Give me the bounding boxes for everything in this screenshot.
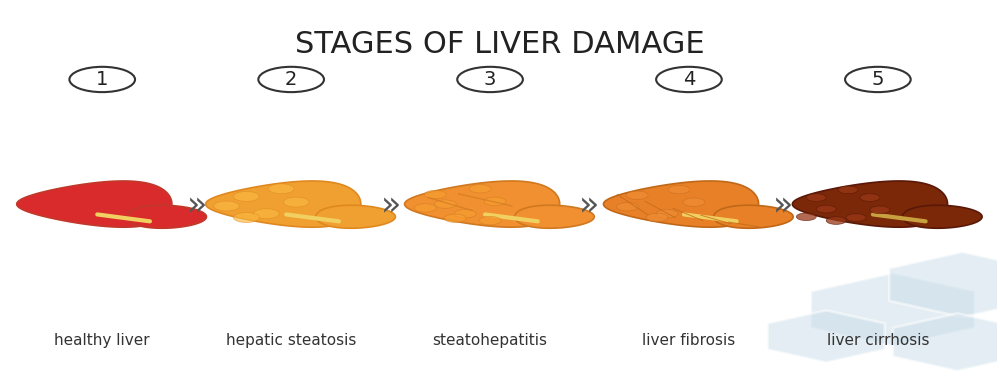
Text: »: » bbox=[773, 189, 794, 223]
Circle shape bbox=[656, 209, 678, 218]
Polygon shape bbox=[316, 205, 395, 228]
Circle shape bbox=[816, 205, 836, 213]
Circle shape bbox=[484, 197, 506, 206]
Polygon shape bbox=[405, 181, 560, 227]
Circle shape bbox=[283, 197, 309, 207]
Text: healthy liver: healthy liver bbox=[54, 333, 150, 348]
Circle shape bbox=[838, 186, 858, 194]
Circle shape bbox=[479, 216, 501, 225]
Polygon shape bbox=[893, 314, 1000, 371]
Text: liver fibrosis: liver fibrosis bbox=[642, 333, 736, 348]
Polygon shape bbox=[17, 181, 172, 227]
Text: 4: 4 bbox=[683, 70, 695, 89]
Polygon shape bbox=[811, 273, 975, 346]
Circle shape bbox=[268, 184, 294, 194]
Polygon shape bbox=[206, 181, 361, 227]
Text: »: » bbox=[579, 189, 600, 223]
Circle shape bbox=[806, 194, 826, 202]
Circle shape bbox=[233, 212, 259, 223]
Polygon shape bbox=[714, 205, 793, 228]
Text: STAGES OF LIVER DAMAGE: STAGES OF LIVER DAMAGE bbox=[295, 30, 705, 59]
Text: 3: 3 bbox=[484, 70, 496, 89]
Circle shape bbox=[214, 201, 239, 211]
Polygon shape bbox=[127, 205, 206, 228]
Circle shape bbox=[616, 203, 638, 211]
Text: 2: 2 bbox=[285, 70, 297, 89]
Circle shape bbox=[444, 214, 466, 223]
Circle shape bbox=[69, 67, 135, 92]
Polygon shape bbox=[603, 181, 759, 227]
Text: steatohepatitis: steatohepatitis bbox=[433, 333, 548, 348]
Circle shape bbox=[424, 190, 446, 199]
Circle shape bbox=[454, 209, 476, 218]
Circle shape bbox=[796, 213, 816, 221]
Circle shape bbox=[646, 213, 668, 222]
Text: hepatic steatosis: hepatic steatosis bbox=[226, 333, 356, 348]
Circle shape bbox=[469, 184, 491, 193]
Circle shape bbox=[233, 191, 259, 202]
Text: 5: 5 bbox=[872, 70, 884, 89]
Polygon shape bbox=[903, 205, 982, 228]
Circle shape bbox=[626, 191, 648, 200]
Polygon shape bbox=[515, 205, 594, 228]
Circle shape bbox=[846, 214, 866, 221]
Circle shape bbox=[683, 198, 705, 207]
Text: liver cirrhosis: liver cirrhosis bbox=[827, 333, 929, 348]
Text: »: » bbox=[380, 189, 401, 223]
Circle shape bbox=[434, 200, 456, 208]
Text: »: » bbox=[187, 189, 207, 223]
Circle shape bbox=[668, 185, 690, 194]
Polygon shape bbox=[768, 310, 885, 363]
Circle shape bbox=[253, 209, 279, 219]
Polygon shape bbox=[792, 181, 948, 227]
Circle shape bbox=[870, 206, 890, 214]
Circle shape bbox=[826, 217, 846, 224]
Text: 1: 1 bbox=[96, 70, 108, 89]
Circle shape bbox=[457, 67, 523, 92]
Circle shape bbox=[845, 67, 911, 92]
Circle shape bbox=[414, 204, 436, 212]
Circle shape bbox=[258, 67, 324, 92]
Circle shape bbox=[860, 194, 880, 202]
Circle shape bbox=[656, 67, 722, 92]
Polygon shape bbox=[889, 252, 1000, 317]
